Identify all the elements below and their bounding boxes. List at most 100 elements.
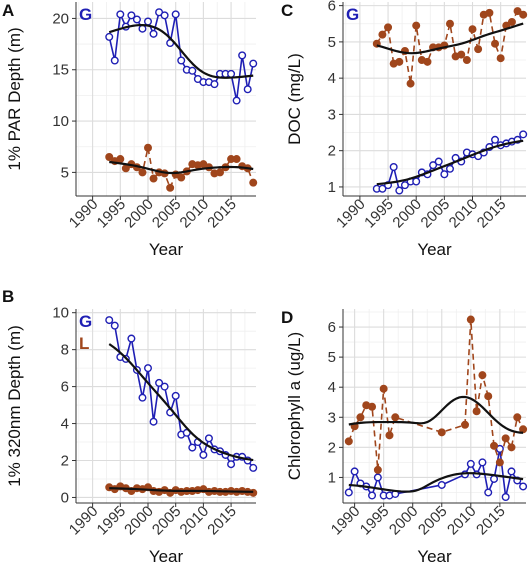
data-point-G — [188, 443, 197, 452]
y-axis-title: 1% 320nm Depth (m) — [5, 325, 24, 487]
data-point-G — [171, 10, 180, 19]
data-point-L — [496, 54, 505, 63]
x-tick-label: 2005 — [149, 503, 185, 539]
data-point-L — [412, 21, 421, 30]
legend-label-G: G — [346, 5, 359, 24]
y-tick-label: 10 — [52, 113, 69, 130]
trend-line-L — [376, 22, 524, 55]
x-axis-title: Year — [417, 240, 452, 259]
data-point-G — [127, 11, 136, 20]
data-point-L — [445, 19, 454, 28]
y-tick-label: 3 — [328, 106, 336, 123]
data-point-G — [350, 467, 359, 476]
data-point-G — [484, 488, 493, 497]
data-point-G — [160, 382, 169, 391]
data-point-L — [232, 155, 241, 164]
x-tick-label: 2010 — [446, 196, 482, 232]
data-point-L — [406, 79, 415, 88]
data-point-G — [143, 17, 152, 26]
data-point-L — [368, 402, 377, 411]
data-point-G — [199, 450, 208, 459]
data-point-G — [160, 11, 169, 20]
y-tick-label: 0 — [61, 489, 69, 506]
y-tick-label: 5 — [328, 349, 336, 366]
data-point-G — [227, 460, 236, 469]
x-tick-label: 2005 — [149, 196, 185, 232]
y-tick-label: 2 — [328, 439, 336, 456]
x-tick-label: 1995 — [94, 196, 130, 232]
y-tick-label: 2 — [61, 453, 69, 470]
x-tick-label: 2005 — [415, 503, 451, 539]
data-point-G — [105, 316, 114, 325]
y-tick-label: 8 — [61, 342, 69, 359]
data-point-G — [344, 488, 353, 497]
y-tick-label: 6 — [328, 0, 336, 15]
data-point-G — [110, 321, 119, 330]
data-point-G — [132, 15, 141, 24]
data-point-L — [215, 168, 224, 177]
data-point-G — [188, 66, 197, 75]
data-point-L — [484, 392, 493, 401]
data-point-L — [461, 420, 470, 429]
data-point-L — [249, 178, 258, 187]
data-point-G — [501, 492, 510, 501]
x-tick-label: 2010 — [177, 196, 213, 232]
x-tick-label: 1990 — [328, 503, 364, 539]
y-axis-title: 1% PAR Depth (m) — [5, 27, 24, 170]
data-point-G — [232, 96, 241, 105]
data-point-L — [495, 458, 504, 467]
data-point-L — [356, 413, 365, 422]
data-point-G — [412, 177, 421, 186]
x-axis-title: Year — [149, 240, 184, 259]
data-point-L — [116, 155, 125, 164]
y-tick-label: 15 — [52, 62, 69, 79]
data-point-G — [440, 170, 449, 179]
data-point-G — [395, 186, 404, 195]
data-point-L — [437, 428, 446, 437]
y-tick-label: 6 — [61, 379, 69, 396]
data-point-G — [138, 24, 147, 33]
x-tick-label: 2000 — [386, 503, 422, 539]
data-point-G — [507, 467, 516, 476]
x-tick-label: 2015 — [473, 503, 509, 539]
data-point-G — [127, 334, 136, 343]
data-point-G — [378, 184, 387, 193]
x-tick-label: 2000 — [121, 196, 157, 232]
data-point-G — [105, 32, 114, 41]
data-point-L — [490, 441, 499, 450]
data-point-G — [171, 391, 180, 400]
x-tick-label: 1990 — [66, 503, 102, 539]
data-point-L — [513, 413, 522, 422]
y-tick-label: 2 — [328, 143, 336, 160]
x-tick-label: 1995 — [357, 503, 393, 539]
data-point-G — [491, 135, 500, 144]
data-point-G — [368, 491, 377, 500]
trend-line-G — [376, 139, 524, 186]
x-axis-title: Year — [149, 547, 184, 566]
data-point-G — [143, 364, 152, 373]
y-tick-label: 6 — [328, 319, 336, 336]
data-point-L — [457, 50, 466, 59]
panel-letter: A — [2, 1, 14, 20]
data-point-L — [519, 10, 528, 19]
data-point-L — [501, 434, 510, 443]
data-point-G — [227, 69, 236, 78]
y-tick-label: 20 — [52, 10, 69, 27]
data-point-L — [385, 431, 394, 440]
data-point-L — [143, 143, 152, 152]
y-tick-label: 10 — [52, 305, 69, 322]
legend-label-G: G — [79, 312, 92, 331]
data-point-L — [166, 183, 175, 192]
trend-line-L — [348, 395, 524, 434]
data-point-G — [490, 474, 499, 483]
trend-line-L — [109, 487, 254, 493]
data-point-L — [468, 25, 477, 34]
data-point-L — [395, 57, 404, 66]
data-point-G — [249, 463, 258, 472]
data-point-L — [373, 465, 382, 474]
plot-background — [76, 309, 256, 503]
y-tick-label: 4 — [328, 379, 336, 396]
